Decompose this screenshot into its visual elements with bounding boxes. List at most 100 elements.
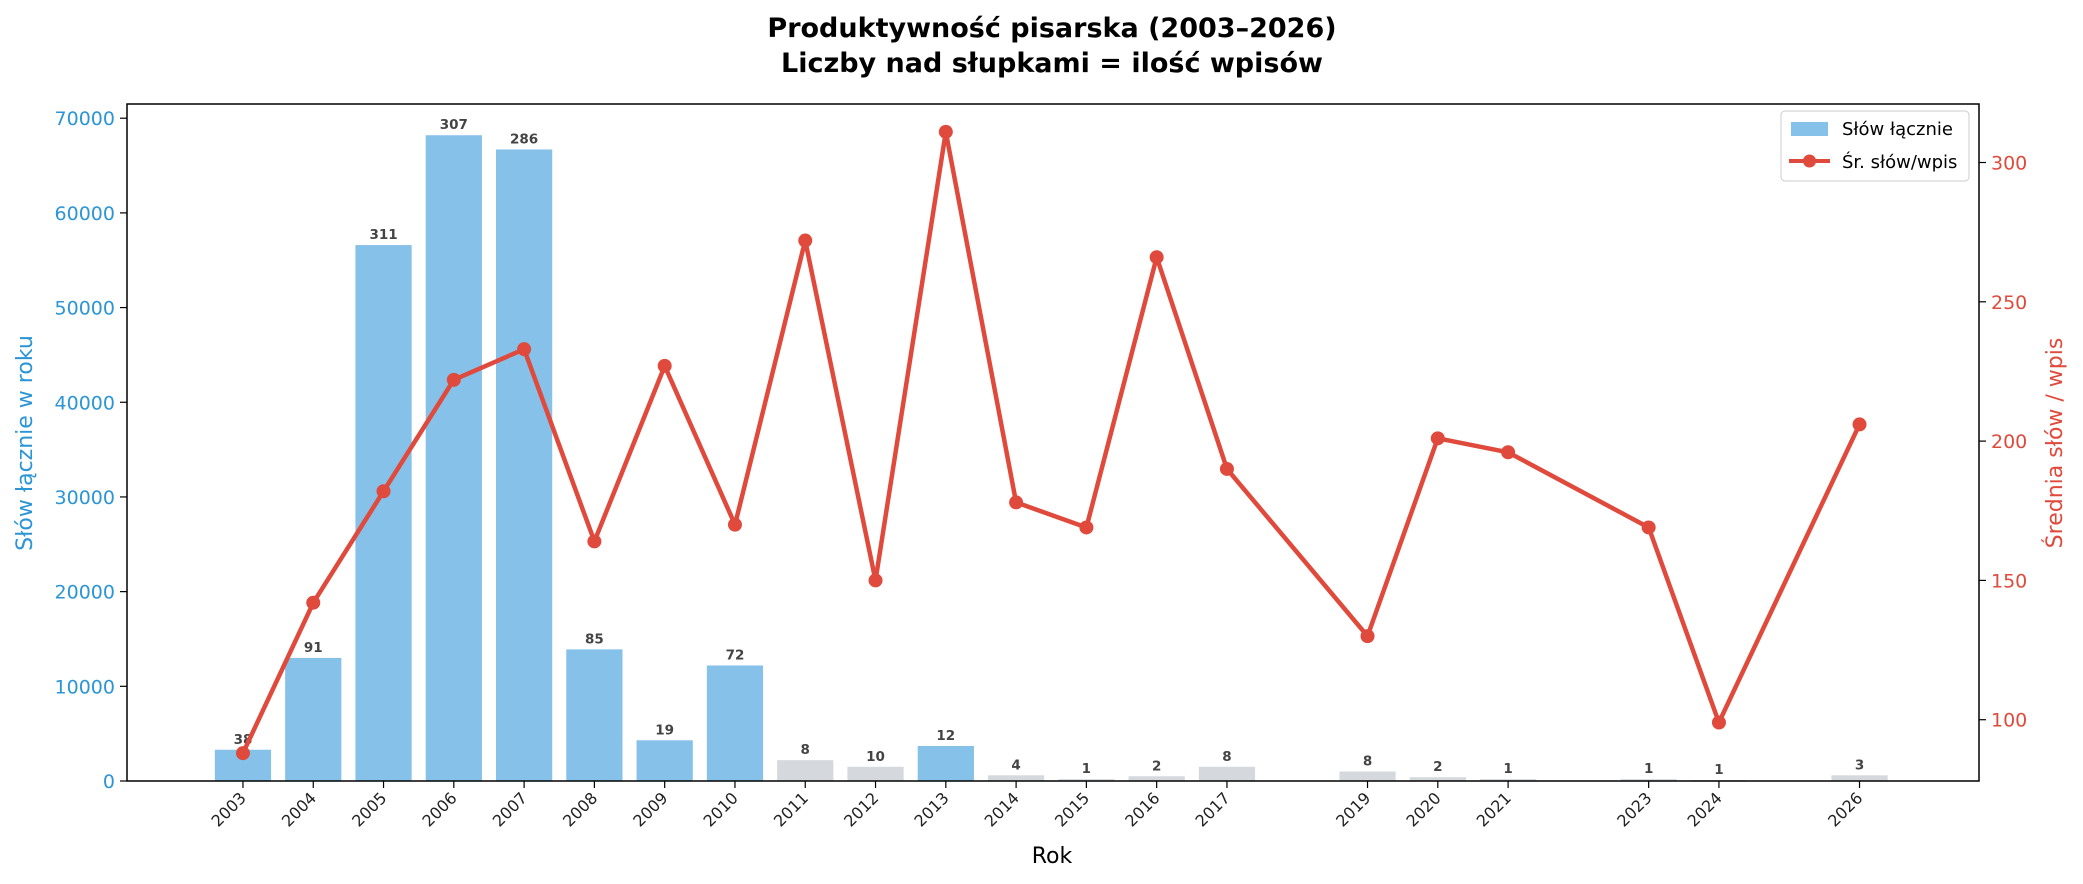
avg-point-2012 <box>868 573 883 588</box>
avg-point-2011 <box>798 233 813 248</box>
x-tick-label-2008: 2008 <box>559 788 601 830</box>
bar-2014 <box>987 775 1045 781</box>
left-tick-label: 30000 <box>55 487 115 509</box>
x-tick-label-2004: 2004 <box>278 788 320 830</box>
x-tick-label-2023: 2023 <box>1613 788 1655 830</box>
bar-label-2010: 72 <box>726 647 745 663</box>
bar-2023 <box>1620 779 1677 781</box>
x-tick-label-2011: 2011 <box>770 788 812 830</box>
avg-point-2004 <box>306 595 321 610</box>
left-tick-label: 10000 <box>55 676 115 698</box>
avg-point-2008 <box>587 534 602 549</box>
avg-point-2003 <box>235 746 250 761</box>
x-tick-label-2019: 2019 <box>1332 788 1374 830</box>
bar-label-2023: 1 <box>1644 761 1653 777</box>
x-tick-label-2013: 2013 <box>910 788 952 830</box>
left-tick-label: 40000 <box>55 392 115 414</box>
avg-point-2010 <box>727 517 742 532</box>
bar-2021 <box>1479 779 1537 781</box>
bar-2009 <box>636 740 693 781</box>
avg-point-2019 <box>1360 629 1375 644</box>
bar-label-2017: 8 <box>1222 749 1231 765</box>
avg-point-2013 <box>938 124 953 139</box>
bar-label-2016: 2 <box>1152 758 1161 774</box>
bars-group <box>214 135 1888 781</box>
line-group <box>235 124 1867 761</box>
left-tick-label: 70000 <box>55 108 115 130</box>
x-tick-label-2026: 2026 <box>1824 788 1866 830</box>
avg-point-2009 <box>657 358 672 373</box>
x-tick-label-2006: 2006 <box>418 788 460 830</box>
legend-label-line: Śr. słów/wpis <box>1842 151 1957 173</box>
bar-2026 <box>1831 775 1888 781</box>
bar-2012 <box>847 766 904 781</box>
right-axis-label: Średnia słów / wpis <box>2042 338 2068 549</box>
chart-title: Produktywność pisarska (2003–2026) <box>767 13 1336 44</box>
bar-label-2015: 1 <box>1082 761 1091 777</box>
right-tick-label: 250 <box>1991 292 2027 314</box>
left-tick-label: 0 <box>103 771 115 793</box>
bar-2007 <box>495 149 553 781</box>
x-tick-label-2005: 2005 <box>348 788 390 830</box>
x-tick-label-2020: 2020 <box>1402 788 1444 830</box>
left-tick-label: 20000 <box>55 582 115 604</box>
bar-label-2021: 1 <box>1503 761 1512 777</box>
bar-2017 <box>1198 766 1256 781</box>
bar-2005 <box>355 245 412 781</box>
right-tick-label: 200 <box>1991 431 2027 453</box>
avg-point-2021 <box>1501 445 1516 460</box>
bar-label-2005: 311 <box>369 227 397 243</box>
avg-point-2005 <box>376 484 391 499</box>
bar-2013 <box>917 745 974 781</box>
right-tick-label: 100 <box>1991 710 2027 732</box>
legend: Słów łącznie Śr. słów/wpis <box>1780 110 1970 182</box>
avg-point-2007 <box>517 342 532 357</box>
legend-swatch-bars <box>1791 122 1828 136</box>
avg-line <box>240 129 1862 755</box>
right-tick-label: 150 <box>1991 570 2027 592</box>
legend-label-bars: Słów łącznie <box>1842 119 1953 140</box>
left-axis-ticks: 0 10000 20000 30000 40000 50000 60000 70000 <box>55 108 127 793</box>
bar-label-2019: 8 <box>1363 754 1372 770</box>
bar-label-2024: 1 <box>1714 762 1723 778</box>
bar-label-2013: 12 <box>936 728 955 744</box>
left-axis-label: Słów łącznie w roku <box>13 335 38 551</box>
bar-2020 <box>1409 777 1466 781</box>
bar-label-2009: 19 <box>655 722 674 738</box>
bar-label-2007: 286 <box>510 131 538 147</box>
avg-point-2014 <box>1009 495 1024 510</box>
x-tick-label-2024: 2024 <box>1684 788 1726 830</box>
bar-2008 <box>566 649 623 781</box>
bar-label-2004: 91 <box>304 640 323 656</box>
left-tick-label: 50000 <box>55 298 115 320</box>
bar-label-2006: 307 <box>440 117 468 133</box>
bar-2004 <box>285 657 342 781</box>
x-tick-label-2015: 2015 <box>1051 788 1093 830</box>
bar-2019 <box>1339 771 1396 781</box>
avg-point-2006 <box>446 372 461 387</box>
bar-label-2008: 85 <box>585 631 604 647</box>
x-tick-label-2007: 2007 <box>489 788 531 830</box>
legend-swatch-marker <box>1803 154 1816 168</box>
avg-point-2024 <box>1711 715 1726 730</box>
bar-2010 <box>706 665 764 781</box>
right-tick-label: 300 <box>1991 153 2027 175</box>
bar-2011 <box>777 760 834 781</box>
avg-point-2016 <box>1149 250 1164 265</box>
bar-label-2014: 4 <box>1011 757 1020 773</box>
x-axis-label: Rok <box>1032 844 1073 869</box>
bar-2006 <box>425 135 482 781</box>
right-axis-ticks: 100 150 200 250 300 <box>1979 153 2027 732</box>
bar-2015 <box>1058 779 1115 781</box>
x-tick-label-2021: 2021 <box>1473 788 1515 830</box>
avg-point-2020 <box>1430 431 1445 446</box>
avg-point-2015 <box>1079 520 1094 535</box>
bar-label-2026: 3 <box>1855 757 1864 773</box>
bar-label-2011: 8 <box>801 742 810 758</box>
x-tick-label-2010: 2010 <box>700 788 742 830</box>
avg-point-2017 <box>1219 461 1234 476</box>
x-tick-label-2014: 2014 <box>981 788 1023 830</box>
x-tick-label-2003: 2003 <box>208 788 250 830</box>
